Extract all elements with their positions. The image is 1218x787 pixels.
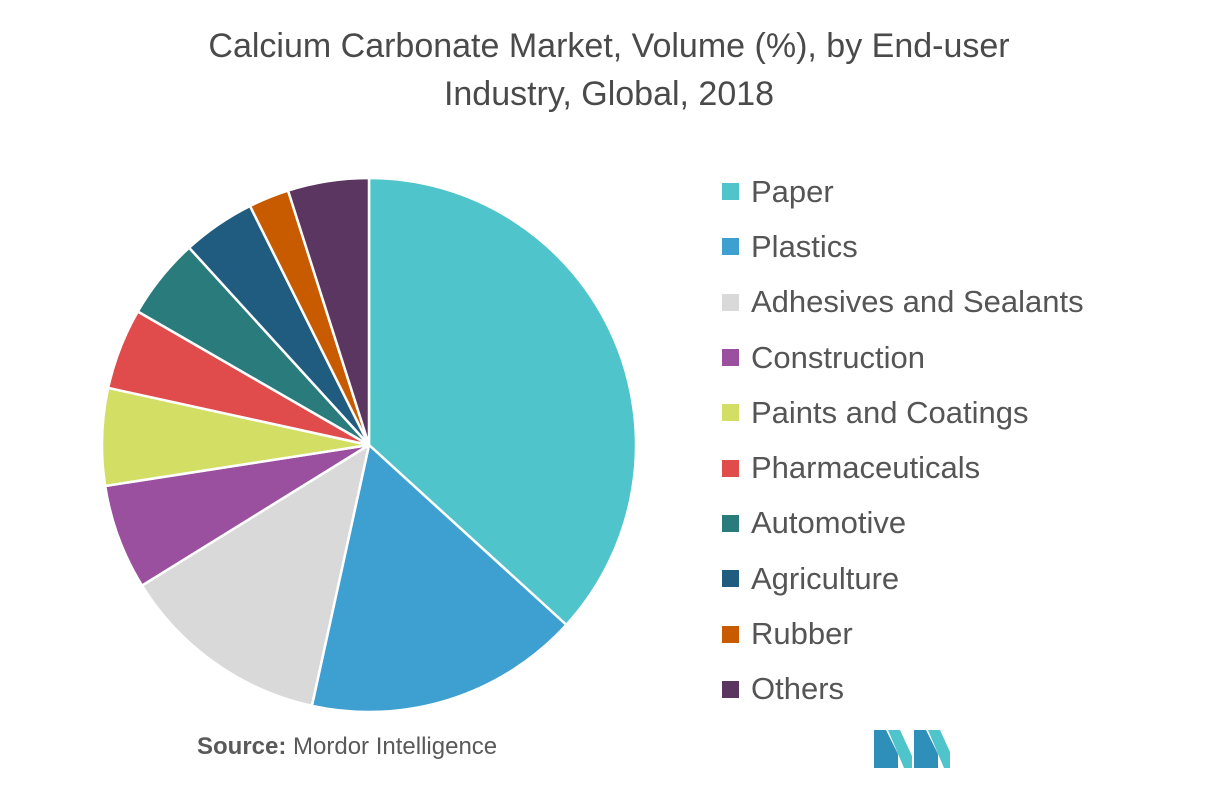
- legend-label: Pharmaceuticals: [751, 450, 981, 486]
- pie-slice-paper: [367, 176, 638, 627]
- mordor-intelligence-logo: [874, 730, 950, 768]
- legend-label: Others: [751, 671, 845, 707]
- legend-swatch: [722, 680, 739, 698]
- legend-label: Agriculture: [751, 560, 900, 596]
- legend-swatch: [722, 625, 739, 643]
- legend-label: Adhesives and Sealants: [751, 284, 1084, 320]
- legend-swatch: [722, 459, 739, 477]
- legend-item-paper: Paper: [722, 164, 1084, 219]
- source-value: Mordor Intelligence: [293, 733, 498, 760]
- legend-label: Construction: [751, 339, 926, 375]
- legend-swatch: [722, 570, 739, 588]
- pie-slice-others: [286, 176, 371, 447]
- legend-label: Automotive: [751, 505, 907, 541]
- legend-item-others: Others: [722, 662, 1084, 717]
- legend-item-plastics: Plastics: [722, 219, 1084, 274]
- legend-item-automotive: Automotive: [722, 496, 1084, 551]
- legend-swatch: [722, 293, 739, 311]
- legend-label: Rubber: [751, 616, 853, 652]
- chart-title-line-1: Calcium Carbonate Market, Volume (%), by…: [208, 27, 1010, 65]
- chart-legend: Paper Plastics Adhesives and Sealants Const…: [722, 164, 1084, 717]
- legend-label: Paper: [751, 173, 834, 209]
- legend-item-pharmaceuticals: Pharmaceuticals: [722, 440, 1084, 495]
- legend-item-paints-and-coatings: Paints and Coatings: [722, 385, 1084, 440]
- legend-swatch: [722, 514, 739, 532]
- legend-swatch: [722, 349, 739, 367]
- legend-label: Paints and Coatings: [751, 394, 1029, 430]
- pie-slice-adhesives-and-sealants: [140, 443, 371, 708]
- chart-title: Calcium Carbonate Market, Volume (%), by…: [60, 22, 1158, 118]
- source-note: Source: Mordor Intelligence: [197, 733, 497, 761]
- chart-title-line-2: Industry, Global, 2018: [443, 75, 775, 113]
- legend-item-construction: Construction: [722, 330, 1084, 385]
- legend-swatch: [722, 238, 739, 256]
- source-label: Source:: [197, 733, 287, 760]
- legend-item-rubber: Rubber: [722, 606, 1084, 661]
- legend-item-adhesives-and-sealants: Adhesives and Sealants: [722, 275, 1084, 330]
- legend-label: Plastics: [751, 228, 858, 264]
- legend-swatch: [722, 404, 739, 422]
- pie-slice-plastics: [310, 443, 568, 714]
- legend-item-agriculture: Agriculture: [722, 551, 1084, 606]
- legend-swatch: [722, 183, 739, 201]
